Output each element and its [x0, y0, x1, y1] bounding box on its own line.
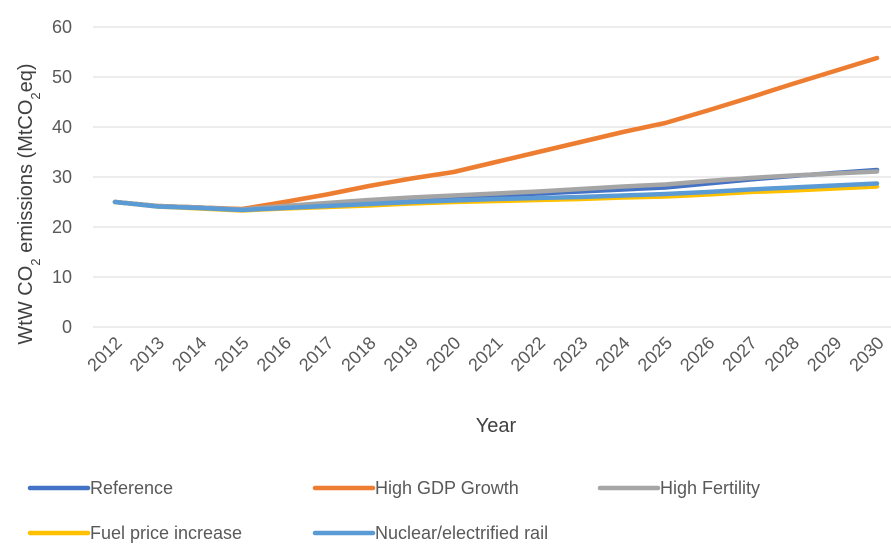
- x-tick-label: 2030: [845, 333, 887, 375]
- y-tick-label: 0: [62, 317, 72, 337]
- x-tick-label: 2018: [337, 333, 379, 375]
- x-tick-label: 2013: [126, 333, 168, 375]
- legend-label: Nuclear/electrified rail: [375, 523, 548, 543]
- series-line: [112, 55, 880, 212]
- x-axis-ticks: 2012 2013 2014 2015 2016 2017 2018 2019 2020 2021…: [83, 333, 887, 375]
- x-tick-label: 2023: [549, 333, 591, 375]
- series-lines: [112, 55, 880, 213]
- x-tick-label: 2027: [718, 333, 760, 375]
- legend-label: Fuel price increase: [90, 523, 242, 543]
- y-tick-label: 40: [52, 117, 72, 137]
- y-tick-label: 10: [52, 267, 72, 287]
- legend-label: Reference: [90, 478, 173, 498]
- series-line: [112, 181, 880, 213]
- x-tick-label: 2016: [253, 333, 295, 375]
- x-tick-label: 2021: [464, 333, 506, 375]
- y-axis-ticks: 0 10 20 30 40 50 60: [52, 17, 72, 337]
- x-tick-label: 2017: [295, 333, 337, 375]
- x-tick-label: 2014: [168, 333, 210, 375]
- legend-label: High GDP Growth: [375, 478, 519, 498]
- x-tick-label: 2015: [210, 333, 252, 375]
- legend-label: High Fertility: [660, 478, 760, 498]
- x-tick-label: 2028: [761, 333, 803, 375]
- x-tick-label: 2022: [507, 333, 549, 375]
- y-tick-label: 20: [52, 217, 72, 237]
- y-axis-title: WtW CO2 emissions (MtCO2eq): [15, 63, 43, 344]
- x-tick-label: 2029: [803, 333, 845, 375]
- x-tick-label: 2020: [422, 333, 464, 375]
- legend: Reference High GDP Growth High Fertility Fu…: [27, 478, 760, 543]
- x-tick-label: 2026: [676, 333, 718, 375]
- x-tick-label: 2019: [380, 333, 422, 375]
- x-axis-title: Year: [476, 415, 517, 437]
- gridlines: [93, 26, 891, 328]
- y-tick-label: 30: [52, 167, 72, 187]
- x-tick-label: 2025: [634, 333, 676, 375]
- y-tick-label: 50: [52, 67, 72, 87]
- y-tick-label: 60: [52, 17, 72, 37]
- x-tick-label: 2024: [591, 333, 633, 375]
- x-tick-label: 2012: [83, 333, 125, 375]
